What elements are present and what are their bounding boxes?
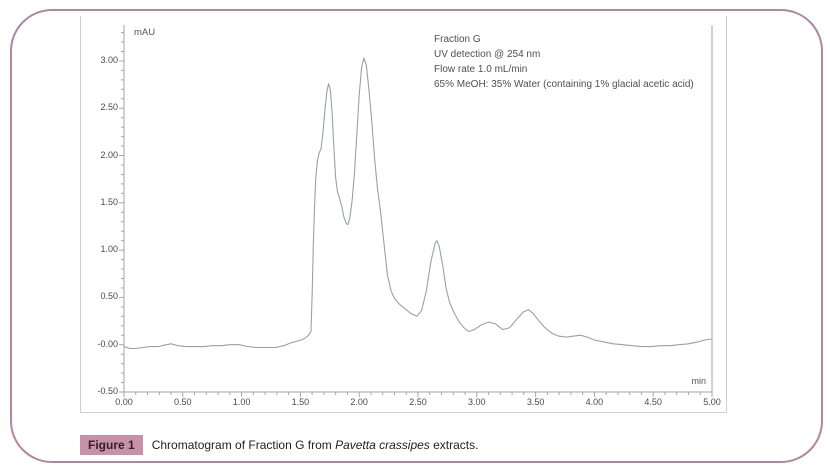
x-tick-label: 2.00 (350, 397, 368, 407)
caption-species-italic: Pavetta crassipes (335, 438, 430, 452)
chromatogram-curve (123, 57, 713, 350)
x-tick-label: 3.50 (526, 397, 545, 407)
y-tick-label: 1.50 (100, 196, 118, 207)
y-tick-label: 0.50 (100, 291, 118, 302)
y-tick-label: 1.00 (100, 244, 118, 255)
y-tick-label: -0.50 (97, 386, 118, 396)
y-tick-label: 3.00 (100, 54, 118, 65)
chromatogram-plot (119, 25, 713, 397)
annotation-flow-rate: Flow rate 1.0 mL/min (434, 64, 528, 75)
x-tick-label: 1.00 (232, 397, 251, 407)
x-tick-label: 5.00 (703, 397, 721, 407)
y-tick-label: -0.00 (97, 338, 118, 349)
x-tick-label: 4.00 (585, 397, 604, 407)
annotation-sample-name: Fraction G (434, 34, 481, 45)
x-tick-label: 3.00 (468, 397, 486, 407)
y-axis-unit-label: mAU (134, 27, 156, 38)
annotation-detection: UV detection @ 254 nm (434, 49, 541, 60)
x-tick-label: 2.50 (409, 397, 427, 407)
caption-prefix: Chromatogram of Fraction G from (151, 438, 336, 452)
y-tick-label: 2.00 (100, 149, 118, 160)
figure-caption-text: Chromatogram of Fraction G from Pavetta … (152, 438, 479, 452)
x-tick-label: 0.50 (174, 397, 192, 407)
figure-caption: Figure 1 Chromatogram of Fraction G from… (80, 435, 478, 455)
figure-label-badge: Figure 1 (80, 435, 143, 455)
y-tick-label: 2.50 (100, 102, 118, 113)
x-tick-label: 1.50 (291, 397, 310, 407)
x-tick-label: 4.50 (644, 397, 662, 407)
x-tick-label: 0.00 (115, 397, 133, 407)
x-axis-unit-label: min (691, 376, 706, 386)
annotation-mobile-phase: 65% MeOH: 35% Water (containing 1% glaci… (434, 79, 694, 90)
caption-suffix: extracts. (429, 438, 479, 452)
chromatogram-frame: mAU min Fraction G UV detection @ 254 nm… (80, 16, 727, 413)
annotation-block: Fraction G UV detection @ 254 nm Flow ra… (434, 32, 694, 92)
